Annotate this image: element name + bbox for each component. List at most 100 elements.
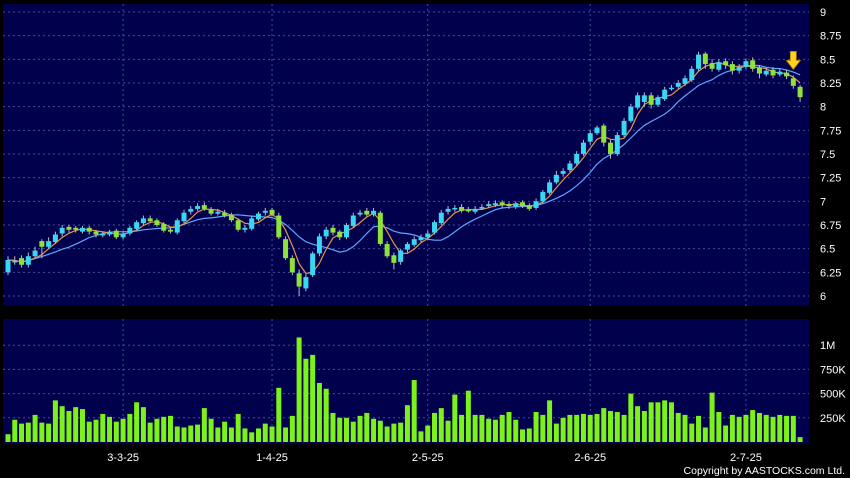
candle-body	[79, 227, 85, 232]
candle-body	[25, 256, 31, 265]
candle-body	[140, 218, 146, 224]
candle-body	[93, 231, 99, 235]
date-tick-label: 1-4-25	[256, 452, 288, 464]
volume-bar	[113, 421, 119, 442]
volume-bar	[93, 419, 99, 442]
volume-bar	[330, 412, 336, 442]
candle-body	[621, 120, 627, 136]
volume-bar	[296, 337, 302, 442]
candle-body	[303, 277, 309, 289]
candle-body	[120, 233, 126, 238]
volume-bar	[648, 402, 654, 442]
candle-body	[553, 174, 559, 183]
candle-body	[635, 95, 641, 108]
volume-bar	[303, 358, 309, 442]
candle-body	[398, 250, 404, 262]
volume-bar	[39, 422, 45, 442]
candle-body	[743, 61, 749, 67]
price-tick-label: 6	[820, 291, 826, 303]
volume-bar	[371, 418, 377, 442]
candle-body	[662, 89, 668, 100]
candle-body	[459, 207, 465, 211]
volume-bar	[425, 425, 431, 442]
volume-bar	[547, 400, 553, 442]
volume-bar	[784, 415, 790, 442]
candle-body	[445, 208, 451, 212]
volume-bar	[181, 427, 187, 442]
candle-body	[682, 78, 688, 84]
candle-body	[195, 206, 201, 209]
volume-bar	[553, 423, 559, 442]
candle-body	[228, 214, 234, 221]
candle-body	[580, 142, 586, 154]
candle-body	[222, 212, 228, 216]
volume-bar	[411, 380, 417, 442]
candle-body	[729, 64, 735, 71]
candle-body	[39, 241, 45, 247]
volume-bar	[580, 413, 586, 442]
volume-bar	[635, 406, 641, 442]
candle-body	[797, 86, 803, 98]
candle-body	[316, 236, 322, 254]
volume-bar	[492, 419, 498, 442]
volume-bar	[459, 414, 465, 442]
volume-bar	[398, 422, 404, 442]
candle-body	[283, 239, 289, 259]
volume-bar	[350, 421, 356, 442]
volume-bar	[188, 425, 194, 442]
volume-bar	[215, 427, 221, 442]
volume-bar	[107, 416, 113, 442]
volume-bar	[641, 411, 647, 442]
price-tick-label: 6.75	[820, 220, 841, 232]
volume-bar	[486, 418, 492, 442]
volume-bar	[560, 417, 566, 442]
candle-body	[689, 68, 695, 81]
candle-body	[472, 208, 478, 212]
candle-body	[66, 226, 72, 230]
price-tick-label: 8.25	[820, 78, 841, 90]
candle-body	[411, 239, 417, 245]
volume-bar	[432, 412, 438, 442]
candle-body	[452, 207, 458, 210]
candle-body	[648, 95, 654, 105]
candle-body	[235, 220, 241, 230]
volume-bar	[709, 392, 715, 442]
volume-bar	[377, 420, 383, 442]
volume-bar	[208, 418, 214, 442]
price-tick-label: 8.75	[820, 31, 841, 43]
candle-body	[675, 83, 681, 87]
candle-body	[5, 260, 11, 273]
candle-body	[113, 230, 119, 238]
candle-body	[723, 61, 729, 66]
volume-bar	[797, 437, 803, 442]
volume-bar	[628, 393, 634, 442]
volume-bar	[337, 417, 343, 442]
volume-bar	[702, 427, 708, 442]
volume-bar	[729, 414, 735, 442]
volume-tick-label: 1M	[820, 340, 835, 352]
volume-bar	[59, 406, 65, 442]
volume-bar	[249, 432, 255, 442]
volume-bar	[167, 415, 173, 442]
candle-body	[384, 243, 390, 257]
candle-body	[533, 201, 539, 208]
price-tick-label: 7.25	[820, 173, 841, 185]
volume-bar	[316, 382, 322, 442]
candle-body	[201, 205, 207, 209]
candle-body	[709, 63, 715, 69]
candle-body	[59, 227, 65, 234]
candle-body	[86, 227, 92, 232]
volume-bar	[526, 428, 532, 442]
candle-body	[134, 222, 140, 229]
candle-body	[276, 215, 282, 238]
volume-bar	[73, 407, 79, 442]
candle-body	[763, 70, 769, 75]
candle-body	[432, 222, 438, 233]
candle-body	[167, 229, 173, 232]
candle-body	[547, 182, 553, 193]
volume-bar	[228, 427, 234, 442]
candle-body	[486, 204, 492, 207]
candle-body	[255, 213, 261, 220]
candle-body	[46, 241, 52, 247]
